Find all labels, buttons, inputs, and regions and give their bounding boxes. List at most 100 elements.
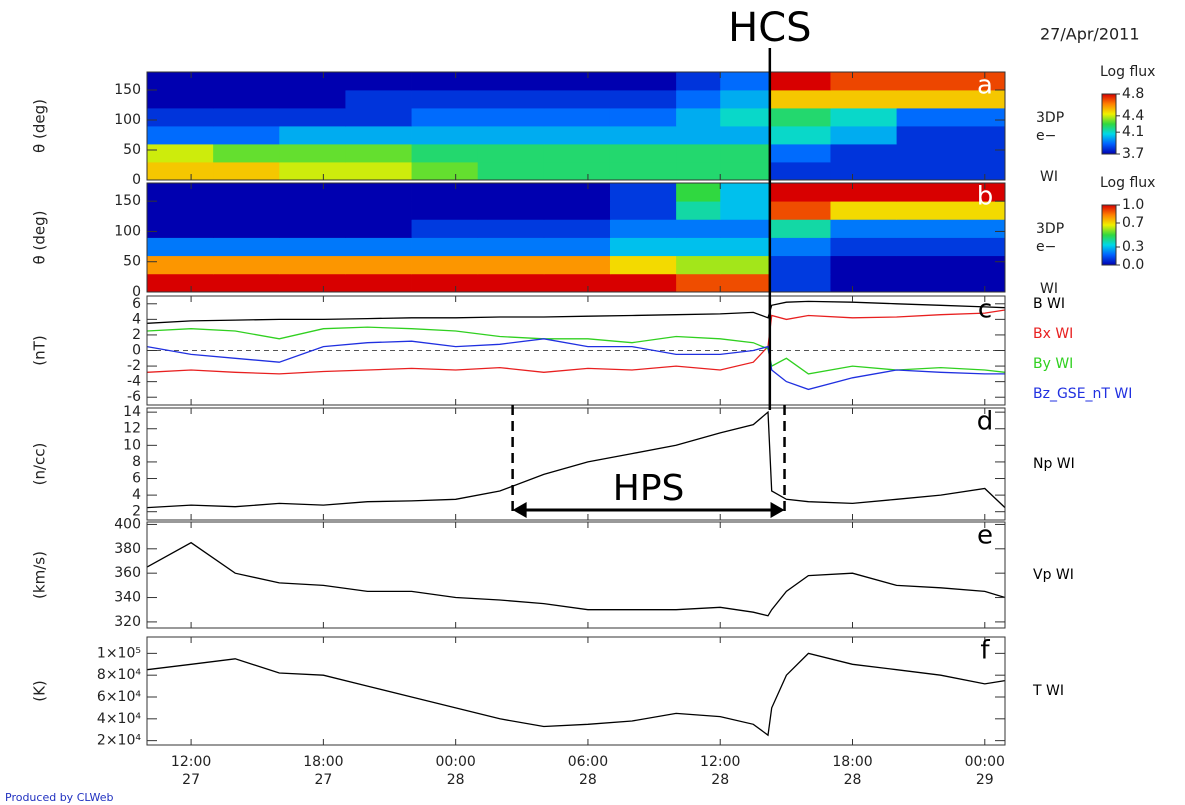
legend-label: Vp WI: [1033, 567, 1074, 583]
series-line: [146, 338, 1005, 391]
y-tick-label: 2×10⁴: [97, 733, 141, 749]
y-tick-label: 6: [132, 471, 141, 487]
heatmap-cell: [609, 90, 677, 109]
y-tick-label: 150: [114, 82, 141, 98]
heatmap-cell: [411, 144, 479, 163]
panel-letter: c: [978, 295, 992, 325]
x-tick-label: 00:00: [435, 754, 475, 770]
instrument-label: 3DP: [1036, 221, 1064, 237]
heatmap-cell: [896, 126, 1006, 145]
y-axis-label: (n/cc): [31, 443, 49, 486]
heatmap-cell: [345, 162, 412, 181]
heatmap-cell: [477, 126, 545, 145]
heatmap-cell: [896, 255, 1006, 275]
x-tick-label: 28: [711, 772, 729, 788]
heatmap-cell: [477, 108, 545, 127]
x-tick-label: 18:00: [832, 754, 872, 770]
legend-label: Bz_GSE_nT WI: [1033, 386, 1132, 402]
heatmap-cell: [543, 183, 611, 202]
y-tick-label: 100: [114, 223, 141, 239]
arrow-head: [770, 502, 785, 518]
panel-frame: [146, 636, 1006, 746]
y-tick-label: 4: [132, 311, 141, 327]
panel-frame: [146, 407, 1006, 521]
heatmap-cell: [720, 90, 771, 109]
heatmap-cell: [830, 72, 898, 91]
heatmap-cell: [830, 183, 898, 202]
heatmap-cell: [411, 255, 479, 275]
y-tick-label: 340: [114, 590, 141, 606]
heatmap-cell: [720, 255, 771, 275]
colorbar-tick-label: 0.0: [1122, 257, 1144, 273]
heatmap-cell: [345, 273, 412, 293]
y-tick-label: 0: [132, 172, 141, 188]
colorbar-title: Log flux: [1100, 64, 1155, 80]
heatmap-cell: [411, 273, 479, 293]
heatmap-cell: [147, 273, 214, 293]
x-tick-label: 27: [182, 772, 200, 788]
heatmap-cell: [477, 255, 545, 275]
colorbar: [1101, 204, 1117, 266]
legend-label: Bx WI: [1033, 326, 1073, 342]
panel-frame: [146, 71, 1006, 181]
heatmap-cell: [477, 273, 545, 293]
heatmap-cell: [147, 72, 214, 91]
heatmap-cell: [543, 201, 611, 220]
heatmap-cell: [279, 108, 346, 127]
source-label: WI: [1040, 169, 1058, 185]
heatmap-cell: [477, 72, 545, 91]
y-tick-label: 100: [114, 112, 141, 128]
hcs-label: HCS: [728, 5, 811, 51]
heatmap-cell: [609, 183, 677, 202]
heatmap-cell: [345, 108, 412, 127]
y-tick-label: 400: [114, 516, 141, 532]
instrument-label: e−: [1036, 128, 1056, 144]
panel-letter: e: [977, 521, 993, 551]
heatmap-cell: [543, 162, 611, 181]
y-tick-label: 1×10⁵: [97, 645, 141, 661]
series-line: [146, 541, 1006, 617]
heatmap-cell: [213, 273, 280, 293]
heatmap-cell: [676, 108, 721, 127]
heatmap-cell: [830, 219, 898, 238]
heatmap-cell: [279, 201, 346, 220]
heatmap-cell: [279, 162, 346, 181]
panel-letter: b: [977, 182, 994, 212]
x-tick-label: 12:00: [700, 754, 740, 770]
x-tick-label: 06:00: [568, 754, 608, 770]
panel-letter: a: [977, 71, 993, 101]
heatmap-cell: [769, 126, 831, 145]
heatmap-cell: [213, 255, 280, 275]
x-tick-label: 12:00: [171, 754, 211, 770]
x-tick-label: 28: [447, 772, 465, 788]
series-line: [146, 300, 1006, 324]
heatmap-cell: [609, 144, 677, 163]
heatmap-cell: [720, 108, 771, 127]
heatmap-cell: [676, 255, 721, 275]
heatmap-cell: [543, 90, 611, 109]
legend-label: T WI: [1032, 683, 1064, 699]
heatmap-cell: [830, 108, 898, 127]
heatmap-cell: [896, 72, 1006, 91]
x-tick-label: 18:00: [303, 754, 343, 770]
heatmap-cell: [279, 144, 346, 163]
heatmap-cell: [411, 201, 479, 220]
heatmap-cell: [345, 183, 412, 202]
heatmap-cell: [543, 255, 611, 275]
panel-frame: [146, 521, 1006, 629]
heatmap-cell: [609, 72, 677, 91]
heatmap-cell: [345, 144, 412, 163]
heatmap-cell: [147, 108, 214, 127]
footer-credit: Produced by CLWeb: [5, 791, 113, 804]
heatmap-cell: [213, 219, 280, 238]
heatmap-cell: [896, 183, 1006, 202]
panel-letter: d: [977, 407, 994, 437]
heatmap-cell: [896, 237, 1006, 257]
heatmap-cell: [609, 273, 677, 293]
colorbar-title: Log flux: [1100, 175, 1155, 191]
heatmap-cell: [213, 237, 280, 257]
heatmap-cell: [543, 108, 611, 127]
x-tick-label: 28: [844, 772, 862, 788]
x-tick-label: 28: [579, 772, 597, 788]
